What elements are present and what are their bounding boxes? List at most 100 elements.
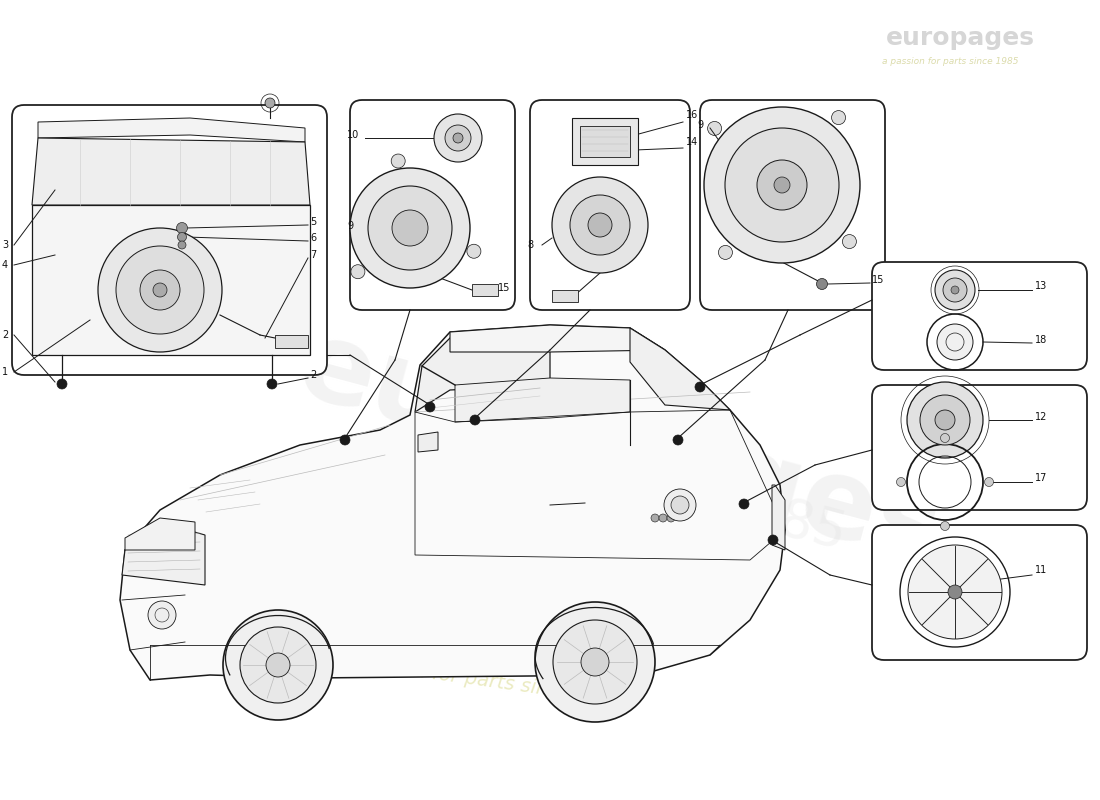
Circle shape (581, 648, 609, 676)
Circle shape (240, 627, 316, 703)
FancyBboxPatch shape (350, 100, 515, 310)
Text: 4: 4 (2, 260, 8, 270)
Circle shape (266, 653, 290, 677)
Circle shape (948, 585, 962, 599)
Circle shape (351, 265, 365, 278)
Text: 15: 15 (872, 275, 884, 285)
FancyBboxPatch shape (872, 385, 1087, 510)
Circle shape (570, 195, 630, 255)
Circle shape (816, 278, 827, 290)
Circle shape (908, 382, 983, 458)
Text: 10: 10 (346, 130, 360, 140)
Circle shape (664, 489, 696, 521)
Circle shape (843, 234, 857, 249)
Circle shape (116, 246, 204, 334)
Polygon shape (472, 284, 498, 296)
Circle shape (984, 478, 993, 486)
Polygon shape (32, 205, 310, 355)
FancyBboxPatch shape (530, 100, 690, 310)
Polygon shape (630, 328, 730, 410)
Circle shape (434, 114, 482, 162)
Text: 6: 6 (310, 233, 316, 243)
Circle shape (937, 324, 974, 360)
Circle shape (695, 382, 705, 392)
Circle shape (935, 410, 955, 430)
Polygon shape (418, 432, 438, 452)
Circle shape (673, 435, 683, 445)
Polygon shape (120, 325, 785, 680)
Circle shape (470, 415, 480, 425)
Text: 9: 9 (697, 120, 703, 130)
Text: 8: 8 (527, 240, 534, 250)
Text: 2: 2 (2, 330, 9, 340)
Circle shape (552, 177, 648, 273)
Text: 5: 5 (310, 217, 317, 227)
Text: 16: 16 (686, 110, 698, 120)
Circle shape (667, 514, 675, 522)
Polygon shape (122, 525, 205, 585)
Text: 11: 11 (1035, 565, 1047, 575)
FancyBboxPatch shape (872, 262, 1087, 370)
Circle shape (223, 610, 333, 720)
Polygon shape (580, 126, 630, 157)
Circle shape (952, 286, 959, 294)
Text: 1: 1 (2, 367, 8, 377)
Circle shape (553, 620, 637, 704)
Circle shape (340, 435, 350, 445)
Text: 18: 18 (1035, 335, 1047, 345)
Circle shape (588, 213, 612, 237)
Circle shape (832, 110, 846, 125)
Circle shape (940, 522, 949, 530)
Text: a passion for parts since 1985: a passion for parts since 1985 (333, 650, 627, 710)
Circle shape (535, 602, 654, 722)
Circle shape (920, 395, 970, 445)
Polygon shape (572, 118, 638, 165)
Circle shape (350, 168, 470, 288)
Circle shape (98, 228, 222, 352)
Text: 15: 15 (498, 283, 510, 293)
Text: europages: europages (287, 313, 954, 587)
Circle shape (153, 283, 167, 297)
Polygon shape (772, 485, 785, 550)
Polygon shape (450, 325, 666, 352)
Polygon shape (415, 326, 550, 412)
Text: 13: 13 (1035, 281, 1047, 291)
Circle shape (265, 98, 275, 108)
Polygon shape (455, 378, 630, 422)
FancyBboxPatch shape (12, 105, 327, 375)
Circle shape (651, 514, 659, 522)
Circle shape (739, 499, 749, 509)
Circle shape (718, 246, 733, 259)
Circle shape (935, 270, 975, 310)
Circle shape (178, 241, 186, 249)
Circle shape (466, 244, 481, 258)
Circle shape (57, 379, 67, 389)
Text: 14: 14 (686, 137, 698, 147)
Circle shape (659, 514, 667, 522)
Circle shape (725, 128, 839, 242)
Circle shape (757, 160, 807, 210)
Circle shape (704, 107, 860, 263)
Text: 7: 7 (310, 250, 317, 260)
FancyBboxPatch shape (872, 525, 1087, 660)
Circle shape (707, 122, 722, 135)
Polygon shape (125, 518, 195, 550)
Polygon shape (39, 118, 305, 142)
Text: 12: 12 (1035, 412, 1047, 422)
Circle shape (940, 434, 949, 442)
Polygon shape (275, 335, 308, 348)
Circle shape (446, 125, 471, 151)
Circle shape (943, 278, 967, 302)
Polygon shape (552, 290, 578, 302)
Circle shape (368, 186, 452, 270)
Text: europages: europages (886, 26, 1034, 50)
Circle shape (140, 270, 180, 310)
Circle shape (453, 133, 463, 143)
Text: a passion for parts since 1985: a passion for parts since 1985 (882, 58, 1019, 66)
Circle shape (267, 379, 277, 389)
Circle shape (768, 535, 778, 545)
Circle shape (392, 210, 428, 246)
Polygon shape (32, 138, 310, 205)
Circle shape (671, 496, 689, 514)
Circle shape (896, 478, 905, 486)
